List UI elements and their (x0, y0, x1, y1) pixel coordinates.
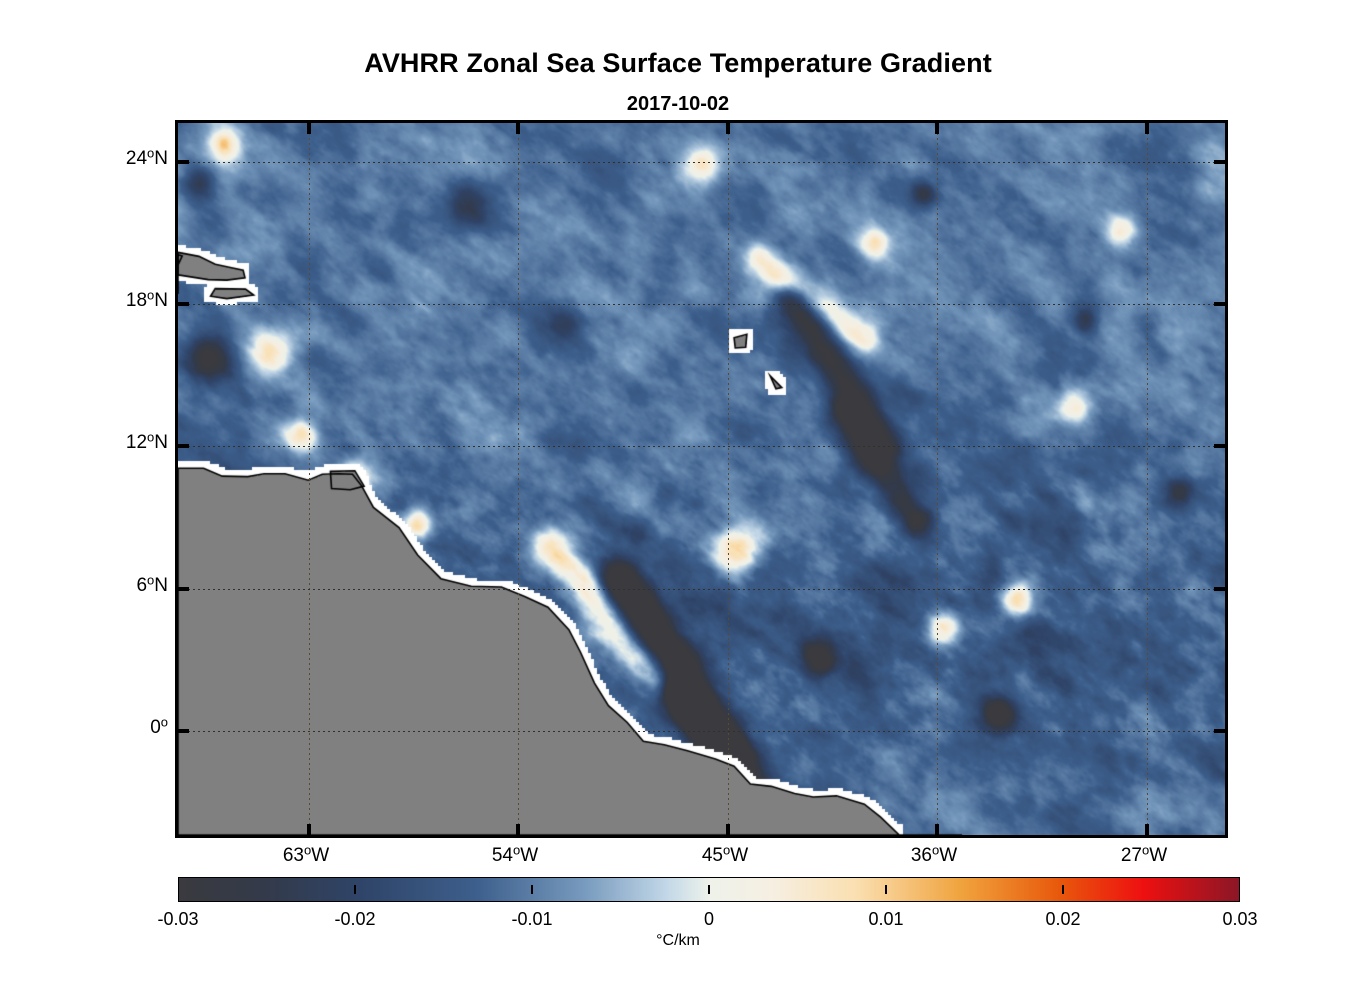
y-axis-label: 24oN (125, 145, 168, 170)
x-axis-label: 45oW (701, 842, 749, 867)
page-title: AVHRR Zonal Sea Surface Temperature Grad… (364, 48, 992, 78)
colorbar-tick (1062, 885, 1064, 894)
degree-symbol: o (1141, 842, 1150, 858)
x-tick-mark (726, 824, 730, 835)
x-axis-label: 63oW (282, 842, 330, 867)
colorbar-unit-label: °C/km (656, 932, 700, 949)
y-tick-mark (1214, 587, 1225, 591)
colorbar-tick (708, 885, 710, 894)
x-tick-mark (935, 123, 939, 134)
y-axis-label: 12oN (125, 429, 168, 454)
degree-symbol: o (722, 842, 731, 858)
degree-symbol: o (931, 842, 940, 858)
x-tick-mark (1145, 824, 1149, 835)
colorbar-tick (354, 885, 356, 894)
x-axis-label: 27oW (1120, 842, 1168, 867)
degree-symbol: o (303, 842, 312, 858)
colorbar-tick-label: -0.02 (334, 909, 376, 929)
colorbar-tick (885, 885, 887, 894)
sst-gradient-heatmap (178, 123, 1225, 835)
y-tick-mark (1214, 160, 1225, 164)
degree-symbol: o (160, 714, 168, 730)
colorbar-tick-label: -0.01 (511, 909, 553, 929)
map-field-clip (178, 123, 1225, 835)
y-tick-mark (1214, 729, 1225, 733)
y-axis-label: 18oN (125, 287, 168, 312)
y-tick-mark (178, 587, 189, 591)
x-tick-mark (726, 123, 730, 134)
x-tick-mark (935, 824, 939, 835)
colorbar-tick-label: -0.03 (157, 909, 199, 929)
map-plot-area[interactable] (175, 120, 1228, 838)
degree-symbol: o (147, 145, 155, 161)
y-tick-mark (178, 302, 189, 306)
colorbar[interactable] (178, 877, 1240, 902)
x-tick-mark (307, 123, 311, 134)
y-tick-mark (1214, 302, 1225, 306)
degree-symbol: o (147, 429, 155, 445)
x-tick-mark (516, 824, 520, 835)
y-axis-label: 0o (150, 714, 168, 739)
colorbar-tick (531, 885, 533, 894)
y-tick-mark (178, 444, 189, 448)
x-axis-label: 54oW (491, 842, 539, 867)
colorbar-tick-label: 0 (703, 909, 715, 929)
x-tick-mark (516, 123, 520, 134)
y-axis-label: 6oN (136, 572, 168, 597)
x-tick-mark (1145, 123, 1149, 134)
colorbar-tick-label: 0.03 (1222, 909, 1258, 929)
figure-subtitle: 2017-10-02 (626, 93, 730, 115)
x-axis-label: 36oW (910, 842, 958, 867)
colorbar-tick-label: 0.02 (1045, 909, 1081, 929)
y-tick-mark (1214, 444, 1225, 448)
degree-symbol: o (147, 572, 155, 588)
degree-symbol: o (512, 842, 521, 858)
x-tick-mark (307, 824, 311, 835)
y-tick-mark (178, 729, 189, 733)
colorbar-tick-label: 0.01 (868, 909, 904, 929)
degree-symbol: o (147, 287, 155, 303)
y-tick-mark (178, 160, 189, 164)
